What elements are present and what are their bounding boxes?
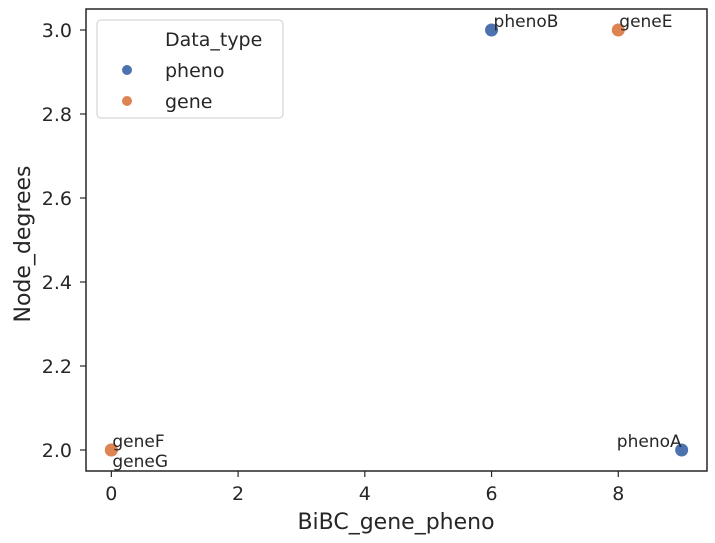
scatter-point	[104, 443, 118, 457]
legend-title: Data_type	[165, 29, 262, 51]
plot-frame	[85, 8, 708, 472]
scatter-point	[611, 23, 625, 37]
y-tick-label: 2.2	[42, 356, 72, 378]
x-axis-label: BiBC_gene_pheno	[297, 510, 494, 535]
plot-area: 0 2 4 6 8 2.0 2.2 2.4 2.6 2.8 3.0 phenoB phenoA geneE…	[42, 8, 708, 505]
legend-entry-label: pheno	[165, 60, 224, 82]
legend-marker	[122, 96, 132, 106]
point-label: phenoA	[617, 432, 682, 452]
legend-entry-label: gene	[165, 91, 212, 113]
legend-marker	[122, 65, 132, 75]
y-axis-label: Node_degrees	[11, 166, 36, 323]
y-tick-label: 2.6	[42, 188, 72, 210]
x-tick-label: 0	[105, 483, 117, 505]
y-tick-label: 2.0	[42, 440, 72, 462]
x-tick-label: 4	[359, 483, 371, 505]
scatter-point	[485, 23, 499, 37]
point-label: geneG	[112, 452, 168, 472]
x-tick-label: 6	[486, 483, 498, 505]
legend-box	[96, 19, 284, 119]
point-label: phenoB	[494, 12, 559, 32]
y-tick-label: 2.4	[42, 272, 72, 294]
y-tick-label: 2.8	[42, 104, 72, 126]
scatter-point	[675, 443, 689, 457]
point-label: geneE	[619, 12, 672, 32]
x-tick-label: 8	[612, 483, 624, 505]
point-label: geneF	[112, 432, 164, 452]
y-tick-label: 3.0	[42, 20, 72, 42]
x-tick-label: 2	[232, 483, 244, 505]
